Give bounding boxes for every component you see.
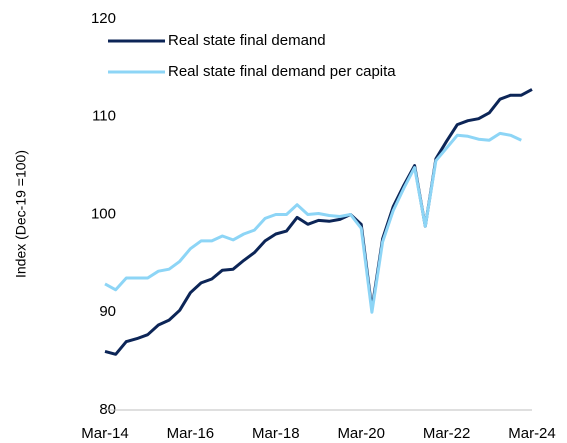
legend-label: Real state final demand per capita — [168, 63, 396, 80]
series-line — [104, 131, 522, 314]
x-tick-label: Mar-20 — [337, 425, 385, 442]
y-tick-label: 110 — [92, 108, 116, 125]
legend-label: Real state final demand — [168, 32, 326, 49]
y-tick-label: 120 — [91, 10, 116, 27]
y-tick-label: 80 — [99, 401, 116, 418]
y-tick-label: 100 — [91, 205, 116, 222]
x-tick-label: Mar-24 — [508, 425, 556, 442]
x-tick-label: Mar-22 — [423, 425, 471, 442]
y-axis-label: Index (Dec-19 =100) — [13, 150, 29, 278]
x-tick-label: Mar-14 — [81, 425, 129, 442]
x-tick-label: Mar-18 — [252, 425, 300, 442]
y-tick-label: 90 — [99, 303, 116, 320]
series-line — [104, 88, 533, 356]
x-tick-label: Mar-16 — [167, 425, 215, 442]
